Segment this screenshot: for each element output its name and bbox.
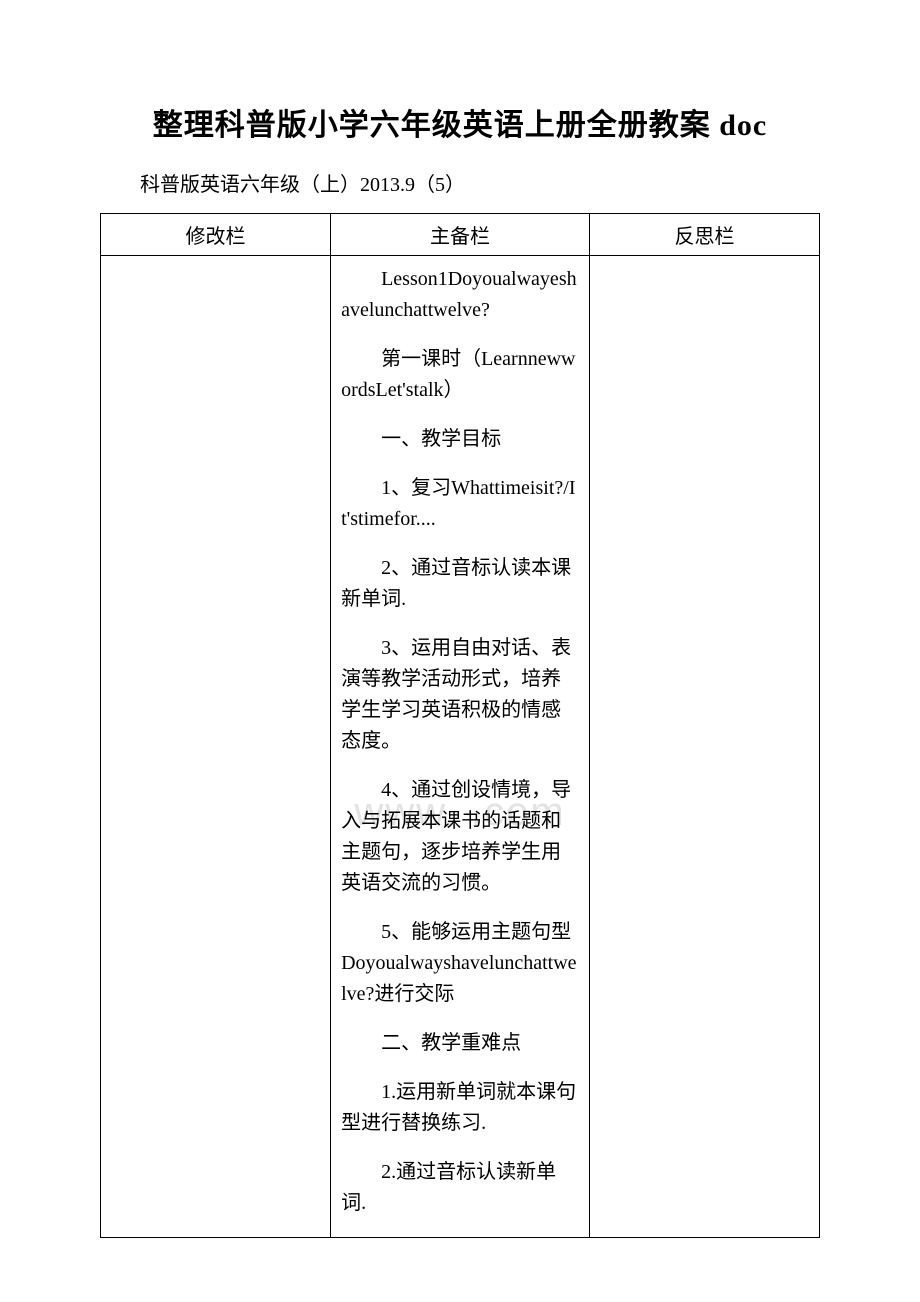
lesson-title: Lesson1Doyoualwayeshavelunchattwelve? xyxy=(341,264,579,326)
section-objectives-heading: 一、教学目标 xyxy=(341,424,579,455)
document-title: 整理科普版小学六年级英语上册全册教案 doc xyxy=(100,100,820,144)
document-subtitle: 科普版英语六年级（上）2013.9（5） xyxy=(100,168,820,197)
keypoint-2: 2.通过音标认读新单词. xyxy=(341,1157,579,1219)
header-revision-column: 修改栏 xyxy=(101,214,331,256)
objective-4: 4、通过创设情境，导入与拓展本课书的话题和主题句，逐步培养学生用英语交流的习惯。 xyxy=(341,775,579,899)
objective-2: 2、通过音标认读本课新单词. xyxy=(341,553,579,615)
header-reflection-column: 反思栏 xyxy=(589,214,819,256)
section-keypoints-heading: 二、教学重难点 xyxy=(341,1028,579,1059)
reflection-cell xyxy=(589,256,819,1238)
revision-cell xyxy=(101,256,331,1238)
objective-3: 3、运用自由对话、表演等教学活动形式，培养学生学习英语积极的情感态度。 xyxy=(341,633,579,757)
page: www. .com 整理科普版小学六年级英语上册全册教案 doc 科普版英语六年… xyxy=(100,100,820,1238)
keypoint-1: 1.运用新单词就本课句型进行替换练习. xyxy=(341,1077,579,1139)
table-header-row: 修改栏 主备栏 反思栏 xyxy=(101,214,820,256)
period-title: 第一课时（LearnnewwordsLet'stalk） xyxy=(341,344,579,406)
objective-1: 1、复习Whattimeisit?/It'stimefor.... xyxy=(341,473,579,535)
lesson-plan-table: 修改栏 主备栏 反思栏 Lesson1Doyoualwayeshavelunch… xyxy=(100,213,820,1238)
main-content-cell: Lesson1Doyoualwayeshavelunchattwelve? 第一… xyxy=(331,256,590,1238)
table-body-row: Lesson1Doyoualwayeshavelunchattwelve? 第一… xyxy=(101,256,820,1238)
header-main-column: 主备栏 xyxy=(331,214,590,256)
objective-5: 5、能够运用主题句型Doyoualwayshavelunchattwelve?进… xyxy=(341,917,579,1010)
